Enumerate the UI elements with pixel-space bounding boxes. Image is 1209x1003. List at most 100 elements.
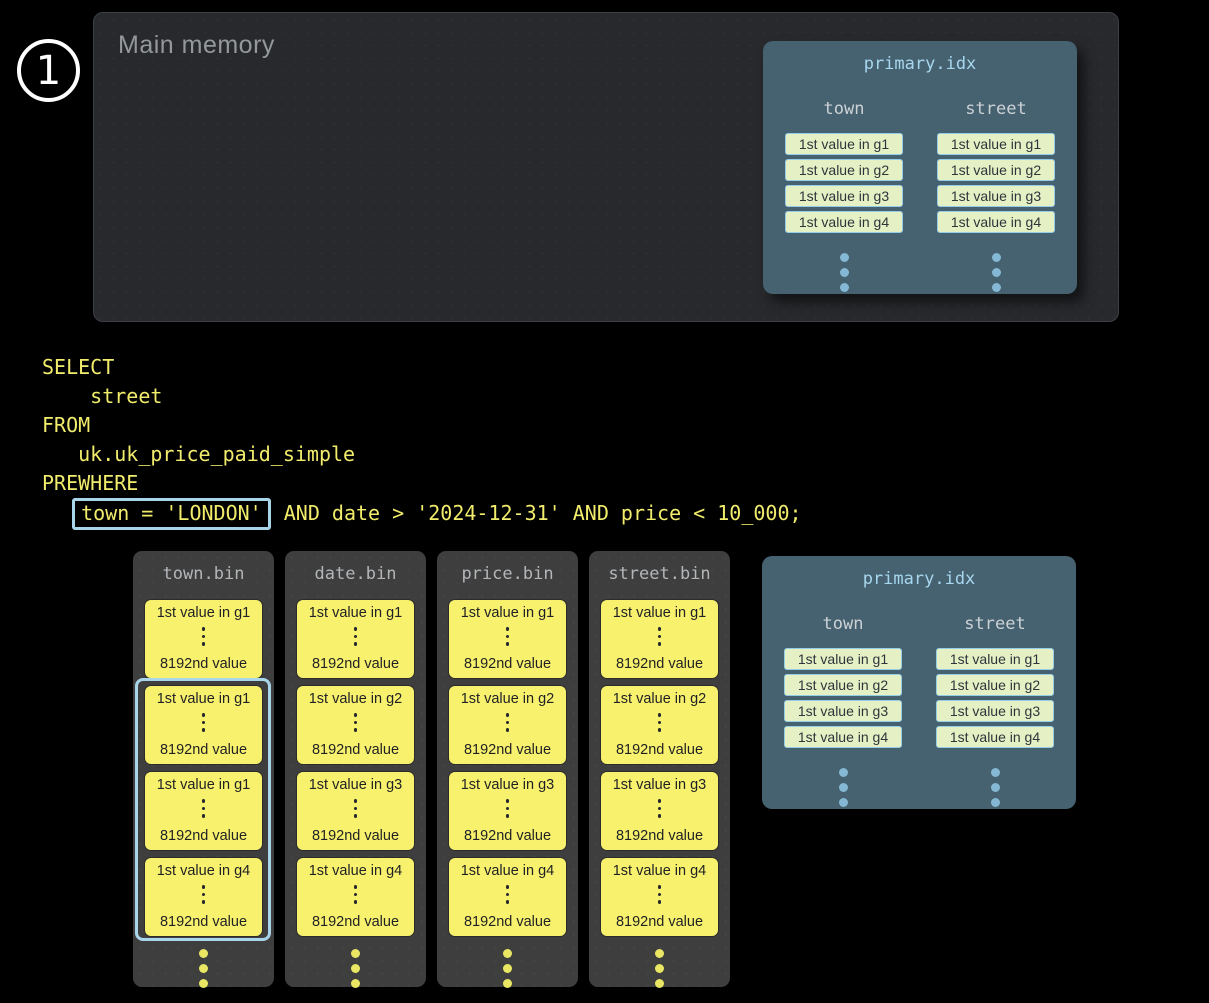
idx-entry-chip: 1st value in g2 (936, 674, 1054, 696)
ellipsis-dots-icon (505, 799, 510, 822)
bin-file-title: date.bin (314, 564, 397, 584)
sql-line: SELECT (42, 355, 115, 379)
granule-block: 1st value in g2 8192nd value (601, 686, 718, 764)
ellipsis-dots-icon (353, 713, 358, 736)
granule-block-list: 1st value in g1 8192nd value 1st value i… (145, 600, 262, 936)
sql-line: PREWHERE (42, 471, 139, 495)
idx-entry-chip: 1st value in g2 (937, 159, 1055, 181)
granule-last-value: 8192nd value (159, 742, 248, 758)
granule-last-value: 8192nd value (311, 742, 400, 758)
ellipsis-dots-icon (201, 627, 206, 650)
granule-first-value: 1st value in g4 (460, 863, 555, 879)
ellipsis-dots-icon (201, 713, 206, 736)
idx-column-town: town 1st value in g1 1st value in g2 1st v… (785, 99, 903, 298)
granule-block: 1st value in g1 8192nd value (601, 600, 718, 678)
idx-entry-chip: 1st value in g1 (937, 133, 1055, 155)
bin-file-title: town.bin (162, 564, 245, 584)
ellipsis-dots-icon (505, 885, 510, 908)
bin-file-street: street.bin 1st value in g1 8192nd value … (589, 551, 730, 988)
granule-last-value: 8192nd value (311, 656, 400, 672)
ellipsis-dots-icon (437, 949, 578, 994)
idx-entry-list: 1st value in g1 1st value in g2 1st value … (936, 648, 1054, 752)
granule-first-value: 1st value in g4 (308, 863, 403, 879)
idx-entry-list: 1st value in g1 1st value in g2 1st value … (937, 133, 1055, 237)
granule-block: 1st value in g3 8192nd value (449, 772, 566, 850)
granule-last-value: 8192nd value (615, 914, 704, 930)
granule-first-value: 1st value in g2 (612, 691, 707, 707)
main-memory-label: Main memory (118, 31, 275, 59)
ellipsis-dots-icon (589, 949, 730, 994)
granule-block: 1st value in g2 8192nd value (449, 686, 566, 764)
granule-first-value: 1st value in g1 (156, 605, 251, 621)
granule-first-value: 1st value in g3 (612, 777, 707, 793)
granule-last-value: 8192nd value (159, 914, 248, 930)
ellipsis-dots-icon (838, 768, 848, 813)
sql-rest-of-condition: AND date > '2024-12-31' AND price < 10_0… (271, 501, 802, 525)
bin-file-date: date.bin 1st value in g1 8192nd value 1s… (285, 551, 426, 988)
granule-last-value: 8192nd value (463, 742, 552, 758)
granule-block: 1st value in g4 8192nd value (449, 858, 566, 936)
granule-first-value: 1st value in g1 (156, 777, 251, 793)
ellipsis-dots-icon (133, 949, 274, 994)
granule-block: 1st value in g1 8192nd value (449, 600, 566, 678)
idx-entry-chip: 1st value in g4 (784, 726, 902, 748)
granule-first-value: 1st value in g1 (612, 605, 707, 621)
granule-first-value: 1st value in g3 (308, 777, 403, 793)
granule-block-list: 1st value in g1 8192nd value 1st value i… (449, 600, 566, 936)
idx-entry-chip: 1st value in g3 (784, 700, 902, 722)
granule-last-value: 8192nd value (311, 914, 400, 930)
ellipsis-dots-icon (285, 949, 426, 994)
granule-block-list: 1st value in g1 8192nd value 1st value i… (297, 600, 414, 936)
granule-first-value: 1st value in g4 (156, 863, 251, 879)
granule-block: 1st value in g1 8192nd value (297, 600, 414, 678)
idx-entry-chip: 1st value in g4 (936, 726, 1054, 748)
idx-entry-chip: 1st value in g4 (937, 211, 1055, 233)
idx-entry-chip: 1st value in g1 (785, 133, 903, 155)
granule-first-value: 1st value in g2 (308, 691, 403, 707)
idx-column-header: town (823, 99, 865, 119)
granule-block: 1st value in g1 8192nd value (145, 600, 262, 678)
ellipsis-dots-icon (353, 885, 358, 908)
granule-first-value: 1st value in g1 (460, 605, 555, 621)
idx-column-header: street (964, 614, 1026, 634)
sql-indent (42, 501, 66, 525)
bin-file-town: town.bin 1st value in g1 8192nd value 1s… (133, 551, 274, 988)
idx-entry-chip: 1st value in g3 (785, 185, 903, 207)
ellipsis-dots-icon (505, 627, 510, 650)
granule-last-value: 8192nd value (615, 656, 704, 672)
primary-idx-panel-memory: primary.idx town 1st value in g1 1st valu… (763, 41, 1077, 294)
sql-line: FROM (42, 413, 91, 437)
sql-line-prewhere-condition: town = 'LONDON' AND date > '2024-12-31' … (42, 498, 802, 530)
granule-first-value: 1st value in g2 (460, 691, 555, 707)
granule-first-value: 1st value in g4 (612, 863, 707, 879)
granule-block: 1st value in g4 8192nd value (601, 858, 718, 936)
granule-last-value: 8192nd value (311, 828, 400, 844)
sql-query: SELECT street FROM uk.uk_price_paid_simp… (42, 353, 802, 530)
idx-entry-chip: 1st value in g3 (936, 700, 1054, 722)
step-number: 1 (35, 47, 62, 94)
idx-entry-chip: 1st value in g1 (784, 648, 902, 670)
granule-block: 1st value in g3 8192nd value (297, 772, 414, 850)
idx-column-header: street (965, 99, 1027, 119)
granule-last-value: 8192nd value (615, 828, 704, 844)
granule-block-list: 1st value in g1 8192nd value 1st value i… (601, 600, 718, 936)
idx-column-town: town 1st value in g1 1st value in g2 1st v… (784, 614, 902, 813)
ellipsis-dots-icon (657, 885, 662, 908)
ellipsis-dots-icon (505, 713, 510, 736)
sql-line: uk.uk_price_paid_simple (42, 442, 356, 466)
granule-last-value: 8192nd value (159, 656, 248, 672)
ellipsis-dots-icon (657, 627, 662, 650)
granule-first-value: 1st value in g3 (460, 777, 555, 793)
granule-last-value: 8192nd value (159, 828, 248, 844)
ellipsis-dots-icon (657, 713, 662, 736)
ellipsis-dots-icon (201, 799, 206, 822)
granule-first-value: 1st value in g1 (308, 605, 403, 621)
granule-last-value: 8192nd value (463, 828, 552, 844)
idx-entry-chip: 1st value in g1 (936, 648, 1054, 670)
granule-block: 1st value in g2 8192nd value (297, 686, 414, 764)
granule-block: 1st value in g1 8192nd value (145, 772, 262, 850)
granule-last-value: 8192nd value (463, 656, 552, 672)
idx-column-street: street 1st value in g1 1st value in g2 1st… (937, 99, 1055, 298)
ellipsis-dots-icon (991, 253, 1001, 298)
